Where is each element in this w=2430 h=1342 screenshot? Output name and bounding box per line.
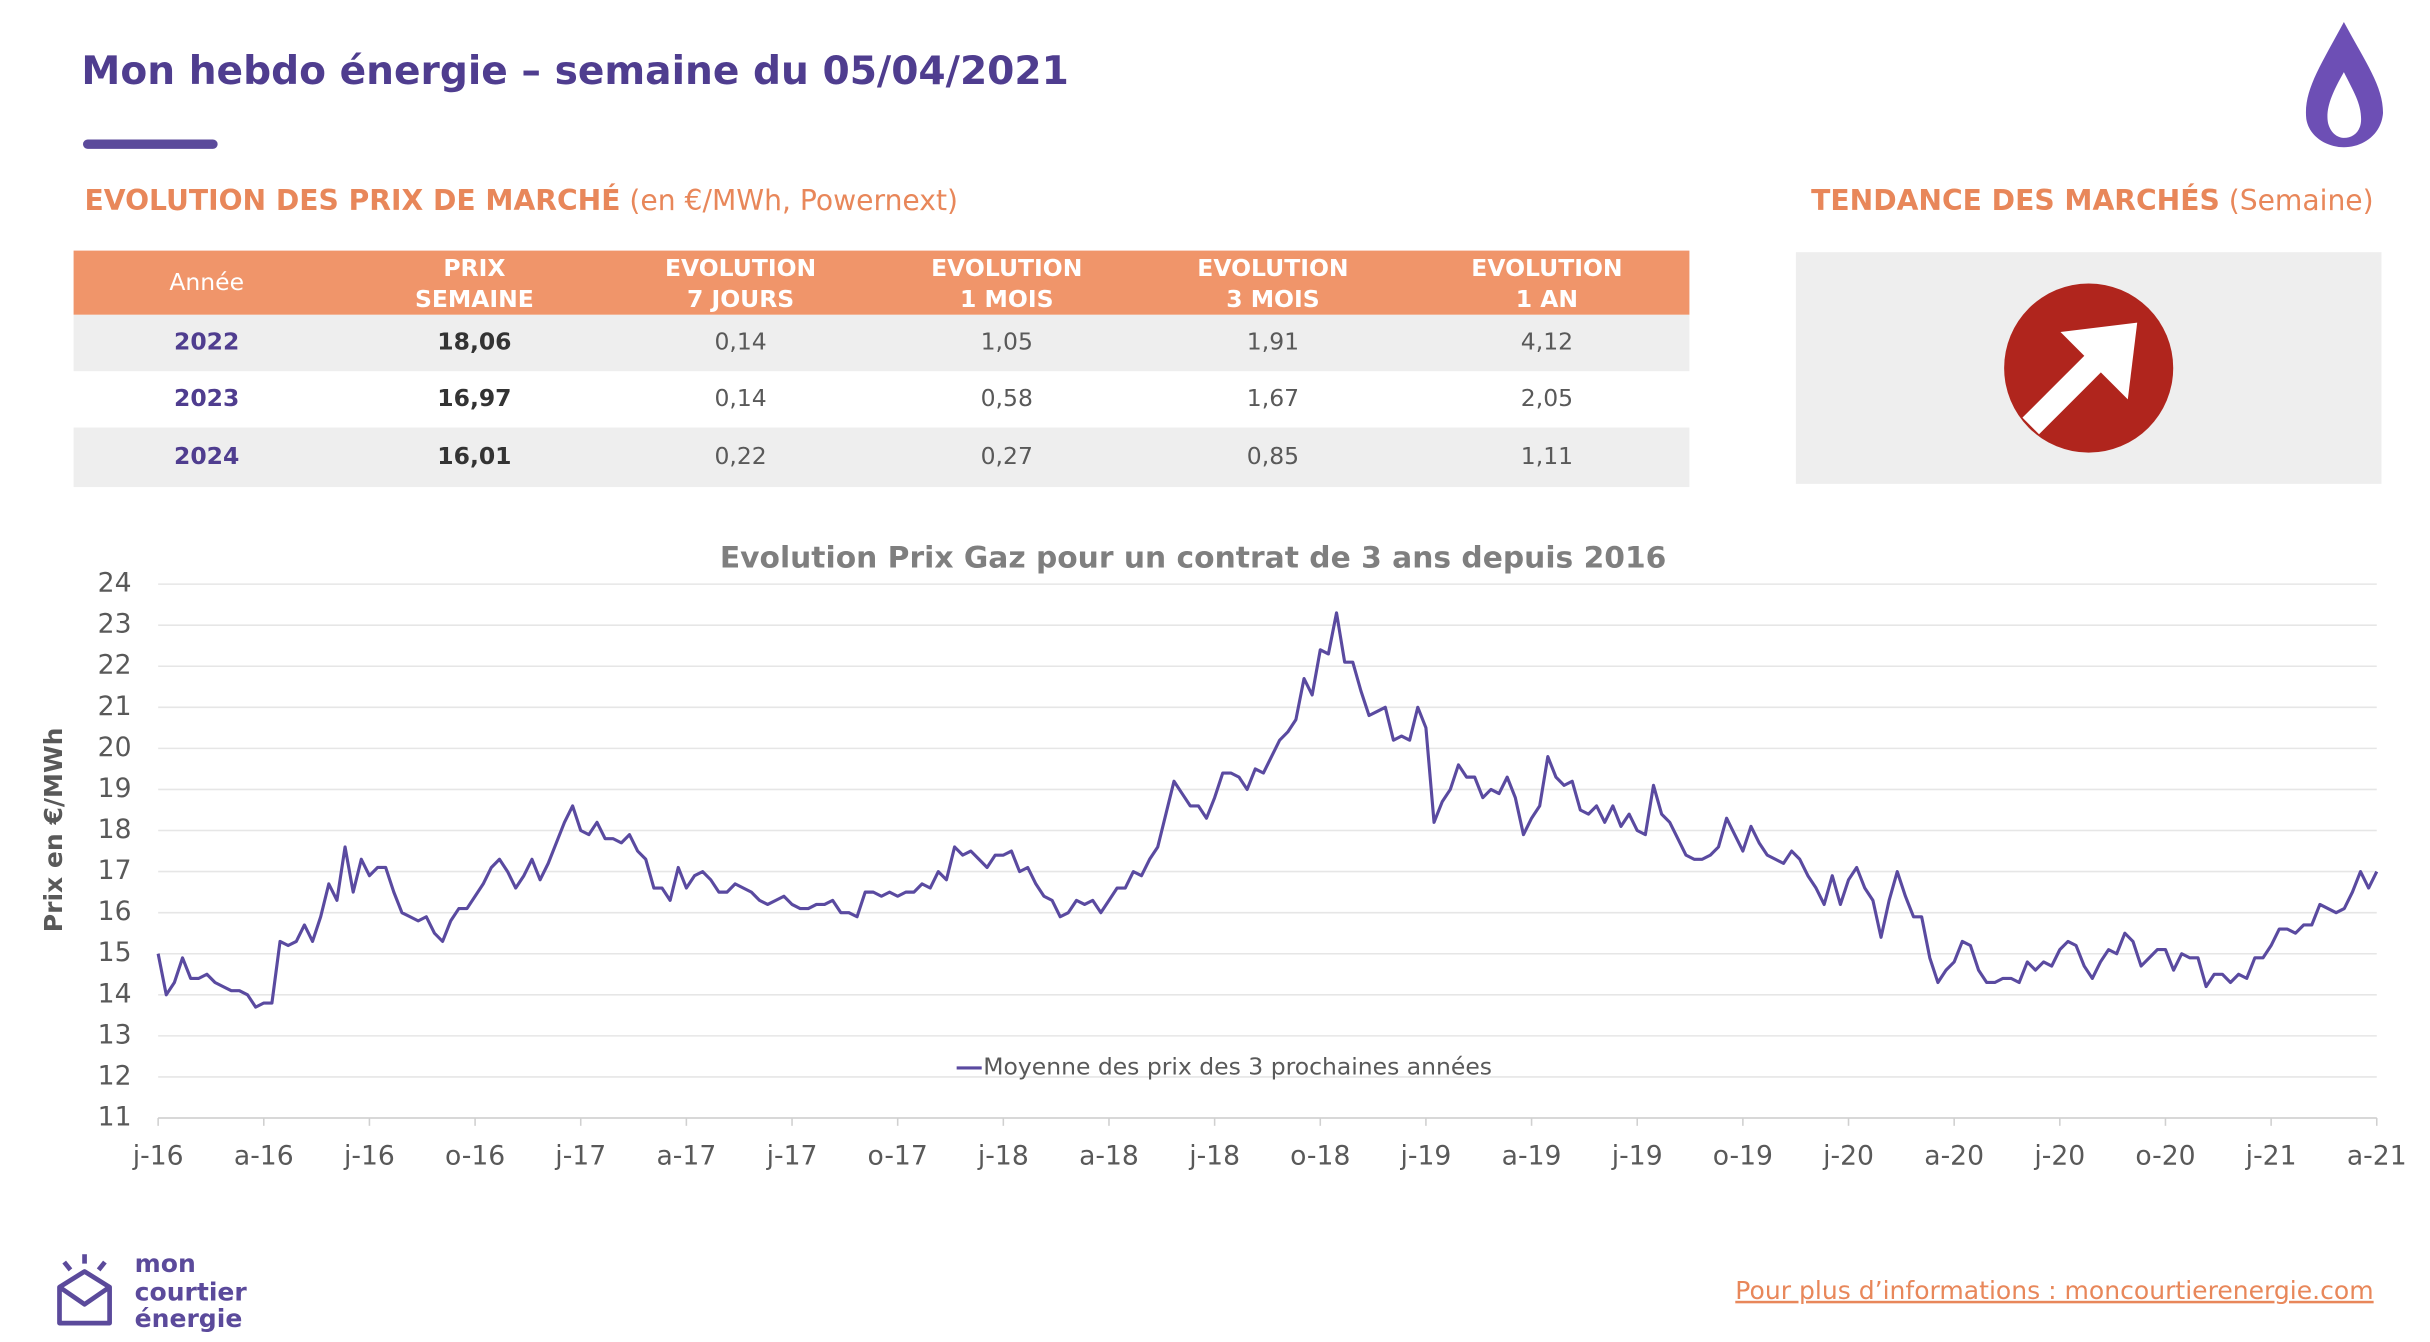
trend-title: TENDANCE DES MARCHÉS (Semaine) [1811,183,2373,217]
flame-inner [2327,72,2362,138]
trend-arrow-head [2060,322,2138,400]
chart: Evolution Prix Gaz pour un contrat de 3 … [39,541,2407,1172]
table-cell: 0,27 [981,442,1033,470]
table-cell: 16,97 [437,384,511,412]
table-row-bg [73,427,1690,488]
column-header: 1 MOIS [960,285,1053,313]
legend-label: Moyenne des prix des 3 prochaines années [983,1052,1492,1080]
x-tick-label: j-19 [1611,1141,1663,1172]
y-tick-label: 18 [98,814,132,845]
table-cell: 0,58 [981,384,1033,412]
y-tick-label: 11 [98,1102,132,1133]
y-axis-label: Prix en €/MWh [39,728,68,933]
table-cell: 18,06 [437,327,511,355]
section-title-main: EVOLUTION DES PRIX DE MARCHÉ [85,183,621,217]
table-cell: 16,01 [437,442,511,470]
x-tick-label: j-20 [2033,1141,2085,1172]
logo-ray [96,1260,107,1272]
x-tick-label: o-20 [2135,1141,2195,1172]
trend-arrow-shaft [2022,347,2110,435]
x-tick-label: a-20 [1924,1141,1984,1172]
y-tick-label: 14 [98,978,132,1009]
table-cell: 0,14 [714,327,766,355]
x-tick-label: j-17 [554,1141,606,1172]
chart-title: Evolution Prix Gaz pour un contrat de 3 … [720,541,1667,576]
column-header: EVOLUTION [665,254,816,282]
x-tick-label: a-19 [1502,1141,1562,1172]
x-tick-label: o-17 [868,1141,928,1172]
section-title: EVOLUTION DES PRIX DE MARCHÉ (en €/MWh, … [85,183,958,217]
x-tick-label: j-20 [1822,1141,1874,1172]
title-underline [82,139,218,149]
y-tick-label: 20 [98,732,132,763]
table-cell: 1,05 [981,327,1033,355]
x-tick-label: o-16 [445,1141,505,1172]
table-cell: 1,67 [1247,384,1299,412]
x-tick-label: a-16 [234,1141,294,1172]
logo-ray [62,1260,73,1272]
table-row-bg [73,314,1690,372]
column-header: 7 JOURS [687,285,794,313]
y-tick-label: 13 [98,1019,132,1050]
line-series [156,611,2379,1009]
table-header [73,250,1690,315]
x-tick-label: o-19 [1713,1141,1773,1172]
table-cell: 1,11 [1521,442,1573,470]
column-header: 1 AN [1516,285,1578,313]
table-cell: 2022 [174,327,239,355]
column-header: Année [169,268,244,296]
x-tick-label: j-16 [132,1141,184,1172]
table-cell: 2,05 [1521,384,1573,412]
column-header: PRIX [443,254,505,282]
table-cell: 1,91 [1247,327,1299,355]
logo-text: mon [135,1249,196,1278]
x-tick-label: j-19 [1399,1141,1451,1172]
column-header: 3 MOIS [1226,285,1319,313]
y-tick-label: 15 [98,937,132,968]
section-subtitle: (en €/MWh, Powernext) [629,184,958,217]
logo-text: énergie [135,1304,243,1333]
y-tick-label: 24 [98,568,132,599]
x-tick-label: a-21 [2347,1141,2407,1172]
x-tick-label: j-18 [977,1141,1029,1172]
x-tick-label: j-18 [1188,1141,1240,1172]
table-cell: 0,85 [1247,442,1299,470]
column-header: SEMAINE [415,285,534,313]
x-tick-label: j-17 [766,1141,818,1172]
x-tick-label: o-18 [1290,1141,1350,1172]
x-tick-label: j-21 [2245,1141,2297,1172]
y-tick-label: 22 [98,650,132,681]
logo-text: courtier [135,1277,248,1306]
x-tick-label: a-17 [656,1141,716,1172]
table-cell: 4,12 [1521,327,1573,355]
table-cell: 0,14 [714,384,766,412]
footer-link[interactable]: Pour plus d’informations : moncourtieren… [1735,1276,2373,1305]
table-cell: 2024 [174,442,239,470]
column-header: EVOLUTION [931,254,1082,282]
y-tick-label: 19 [98,773,132,804]
column-header: EVOLUTION [1471,254,1622,282]
logo: mon courtier énergie [57,1249,248,1333]
trend-title-main: TENDANCE DES MARCHÉS [1811,183,2220,217]
y-tick-label: 21 [98,691,132,722]
logo-icon [57,1269,112,1326]
y-tick-label: 17 [98,855,132,886]
y-tick-label: 16 [98,896,132,927]
y-tick-label: 23 [98,609,132,640]
y-tick-label: 12 [98,1060,132,1091]
trend-subtitle: (Semaine) [2229,184,2374,217]
x-tick-label: j-16 [343,1141,395,1172]
table: Année PRIX SEMAINE EVOLUTION 7 JOURS EVOLUTIO… [73,254,1690,488]
column-header: EVOLUTION [1197,254,1348,282]
table-cell: 2023 [174,384,239,412]
table-cell: 0,22 [714,442,766,470]
page-title: Mon hebdo énergie – semaine du 05/04/202… [81,49,1068,94]
x-tick-label: a-18 [1079,1141,1139,1172]
